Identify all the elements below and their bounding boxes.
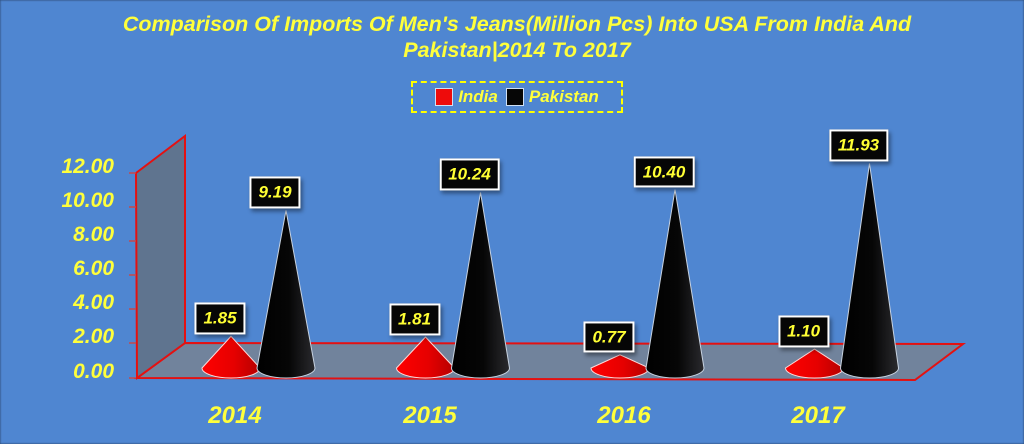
svg-text:8.00: 8.00 (73, 223, 114, 246)
svg-text:2016: 2016 (596, 402, 651, 429)
svg-text:2017: 2017 (790, 402, 846, 429)
svg-text:2.00: 2.00 (72, 325, 114, 348)
svg-text:4.00: 4.00 (72, 291, 114, 314)
svg-text:6.00: 6.00 (73, 257, 114, 280)
svg-text:10.00: 10.00 (61, 189, 114, 212)
svg-text:12.00: 12.00 (61, 155, 114, 178)
svg-text:0.00: 0.00 (73, 360, 114, 383)
svg-text:2014: 2014 (207, 402, 261, 429)
svg-text:2015: 2015 (402, 402, 457, 429)
